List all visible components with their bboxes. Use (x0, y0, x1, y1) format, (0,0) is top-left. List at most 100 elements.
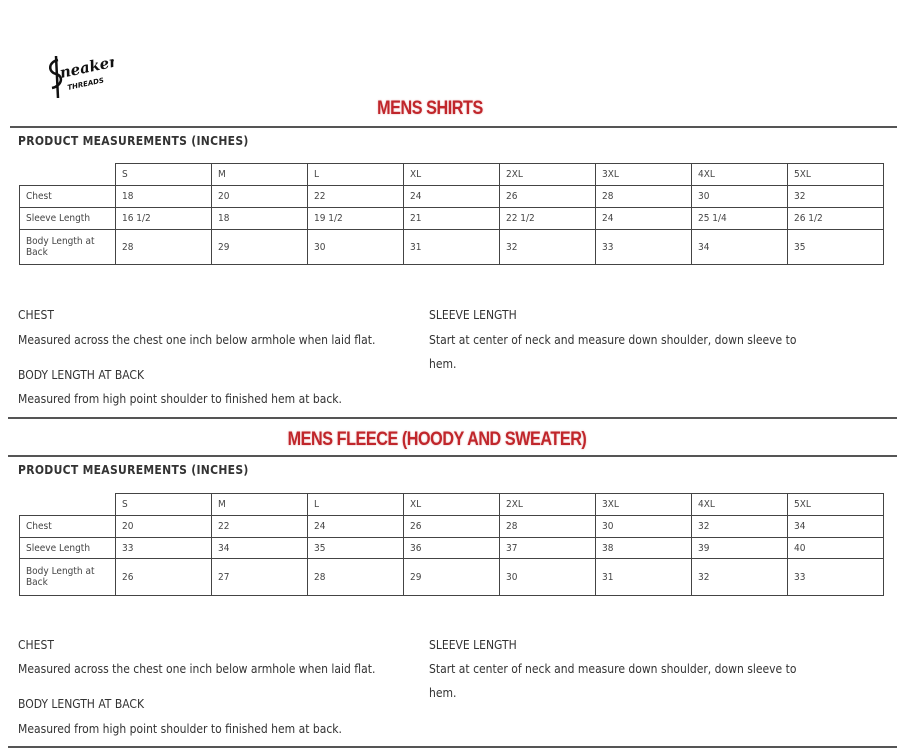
measurement-cell: 22 1/2 (499, 207, 596, 230)
measurement-cell: 26 (499, 185, 596, 208)
size-header: 3XL (595, 493, 692, 516)
measurement-cell: 34 (691, 229, 788, 265)
size-header: 3XL (595, 163, 692, 186)
table-row: Sleeve Length 33 34 35 36 37 38 39 40 (19, 537, 884, 559)
fleece-size-table: S M L XL 2XL 3XL 4XL 5XL Chest 20 22 24 26 28… (19, 493, 884, 596)
divider (10, 126, 897, 128)
svg-text:neaker: neaker (58, 52, 114, 82)
body-length-description: Measured from high point shoulder to fin… (18, 722, 342, 736)
sneaker-threads-logo: neaker THREADS (44, 52, 120, 102)
measurement-cell: 30 (499, 558, 596, 596)
row-label: Sleeve Length (19, 207, 116, 230)
measurement-cell: 28 (115, 229, 212, 265)
size-header: M (211, 163, 308, 186)
size-header: 5XL (787, 163, 884, 186)
size-header: 2XL (499, 163, 596, 186)
measurement-cell: 32 (787, 185, 884, 208)
measurement-cell: 28 (499, 515, 596, 538)
section-title-shirts: MENS SHIRTS (377, 98, 483, 119)
measurement-cell: 28 (595, 185, 692, 208)
measurements-subhead: PRODUCT MEASUREMENTS (INCHES) (18, 134, 249, 148)
row-label: Sleeve Length (19, 537, 116, 559)
size-header: M (211, 493, 308, 516)
measurement-cell: 18 (115, 185, 212, 208)
divider (8, 417, 897, 419)
size-header: XL (403, 493, 500, 516)
measurement-cell: 35 (307, 537, 404, 559)
measurement-cell: 39 (691, 537, 788, 559)
sleeve-length-description-cont: hem. (429, 357, 457, 371)
measurement-cell: 22 (307, 185, 404, 208)
size-header: L (307, 493, 404, 516)
measurement-cell: 29 (403, 558, 500, 596)
measurement-cell: 28 (307, 558, 404, 596)
measurement-cell: 38 (595, 537, 692, 559)
measurement-cell: 30 (595, 515, 692, 538)
measurement-cell: 24 (403, 185, 500, 208)
measurement-cell: 22 (211, 515, 308, 538)
measurement-cell: 32 (691, 515, 788, 538)
sleeve-length-description-cont: hem. (429, 686, 457, 700)
measurement-cell: 21 (403, 207, 500, 230)
measurement-cell: 20 (115, 515, 212, 538)
measurement-cell: 37 (499, 537, 596, 559)
row-label: Body Length at Back (19, 558, 116, 596)
measurement-cell: 33 (115, 537, 212, 559)
measurement-cell: 30 (307, 229, 404, 265)
table-row: Chest 18 20 22 24 26 28 30 32 (19, 185, 884, 208)
body-length-description: Measured from high point shoulder to fin… (18, 392, 342, 406)
measurement-cell: 24 (595, 207, 692, 230)
chest-heading: CHEST (18, 308, 54, 322)
measurement-cell: 30 (691, 185, 788, 208)
size-header: S (115, 163, 212, 186)
size-header: 2XL (499, 493, 596, 516)
sleeve-length-description: Start at center of neck and measure down… (429, 333, 797, 347)
sleeve-length-heading: SLEEVE LENGTH (429, 308, 517, 322)
measurement-cell: 29 (211, 229, 308, 265)
size-header: XL (403, 163, 500, 186)
section-title-fleece: MENS FLEECE (HOODY AND SWEATER) (287, 429, 587, 450)
measurement-cell: 26 (115, 558, 212, 596)
divider (8, 746, 897, 748)
measurement-cell: 32 (691, 558, 788, 596)
measurement-cell: 35 (787, 229, 884, 265)
measurement-cell: 19 1/2 (307, 207, 404, 230)
measurement-cell: 33 (787, 558, 884, 596)
measurement-cell: 18 (211, 207, 308, 230)
size-header: L (307, 163, 404, 186)
measurements-subhead: PRODUCT MEASUREMENTS (INCHES) (18, 463, 249, 477)
measurement-cell: 24 (307, 515, 404, 538)
measurement-cell: 36 (403, 537, 500, 559)
size-header-row: S M L XL 2XL 3XL 4XL 5XL (19, 493, 884, 516)
size-header: 4XL (691, 493, 788, 516)
chest-heading: CHEST (18, 638, 54, 652)
table-row: Chest 20 22 24 26 28 30 32 34 (19, 515, 884, 538)
measurement-cell: 34 (211, 537, 308, 559)
body-length-heading: BODY LENGTH AT BACK (18, 368, 145, 382)
size-header: 5XL (787, 493, 884, 516)
row-label: Body Length at Back (19, 229, 116, 265)
body-length-heading: BODY LENGTH AT BACK (18, 697, 145, 711)
chest-description: Measured across the chest one inch below… (18, 333, 376, 347)
measurement-cell: 32 (499, 229, 596, 265)
measurement-cell: 31 (595, 558, 692, 596)
sleeve-length-heading: SLEEVE LENGTH (429, 638, 517, 652)
row-label: Chest (19, 515, 116, 538)
row-label: Chest (19, 185, 116, 208)
size-header: 4XL (691, 163, 788, 186)
table-row: Sleeve Length 16 1/2 18 19 1/2 21 22 1/2 24 25 … (19, 207, 884, 230)
table-row: Body Length at Back 26 27 28 29 30 31 32 33 (19, 558, 884, 596)
sleeve-length-description: Start at center of neck and measure down… (429, 662, 797, 676)
measurement-cell: 16 1/2 (115, 207, 212, 230)
measurement-cell: 20 (211, 185, 308, 208)
measurement-cell: 34 (787, 515, 884, 538)
size-header: S (115, 493, 212, 516)
measurement-cell: 27 (211, 558, 308, 596)
divider (8, 455, 897, 457)
shirts-size-table: S M L XL 2XL 3XL 4XL 5XL Chest 18 20 22 24 26… (19, 163, 884, 265)
measurement-cell: 33 (595, 229, 692, 265)
measurement-cell: 26 1/2 (787, 207, 884, 230)
measurement-cell: 31 (403, 229, 500, 265)
measurement-cell: 26 (403, 515, 500, 538)
